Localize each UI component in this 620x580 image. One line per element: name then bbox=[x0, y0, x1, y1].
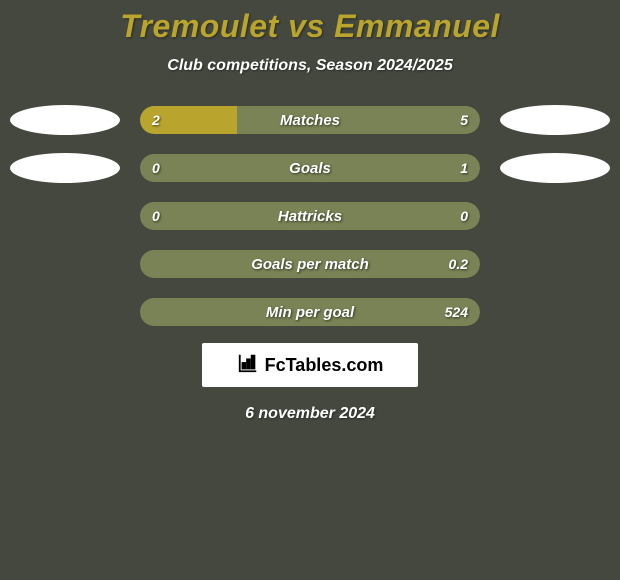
page-title: Tremoulet vs Emmanuel bbox=[0, 0, 620, 45]
stat-bar: 0.2Goals per match bbox=[140, 250, 480, 278]
stat-bar: 524Min per goal bbox=[140, 298, 480, 326]
stat-row: 0.2Goals per match bbox=[0, 249, 620, 279]
team-badge-right bbox=[500, 105, 610, 135]
comparison-card: Tremoulet vs Emmanuel Club competitions,… bbox=[0, 0, 620, 580]
stat-row: 524Min per goal bbox=[0, 297, 620, 327]
stat-label: Goals per match bbox=[140, 250, 480, 278]
stat-row: 00Hattricks bbox=[0, 201, 620, 231]
stat-bar: 00Hattricks bbox=[140, 202, 480, 230]
stat-bar: 25Matches bbox=[140, 106, 480, 134]
stats-container: 25Matches 01Goals 00Hattricks 0.2Goals per … bbox=[0, 105, 620, 327]
footer-date: 6 november 2024 bbox=[0, 405, 620, 423]
stat-label: Matches bbox=[140, 106, 480, 134]
stat-row: 01Goals bbox=[0, 153, 620, 183]
stat-label: Goals bbox=[140, 154, 480, 182]
brand-text: FcTables.com bbox=[265, 355, 384, 376]
brand-logo: FcTables.com bbox=[202, 343, 418, 387]
team-badge-right bbox=[500, 153, 610, 183]
chart-icon bbox=[237, 352, 259, 379]
stat-row: 25Matches bbox=[0, 105, 620, 135]
team-badge-left bbox=[10, 105, 120, 135]
team-badge-left bbox=[10, 153, 120, 183]
stat-bar: 01Goals bbox=[140, 154, 480, 182]
stat-label: Hattricks bbox=[140, 202, 480, 230]
stat-label: Min per goal bbox=[140, 298, 480, 326]
subtitle: Club competitions, Season 2024/2025 bbox=[0, 57, 620, 75]
